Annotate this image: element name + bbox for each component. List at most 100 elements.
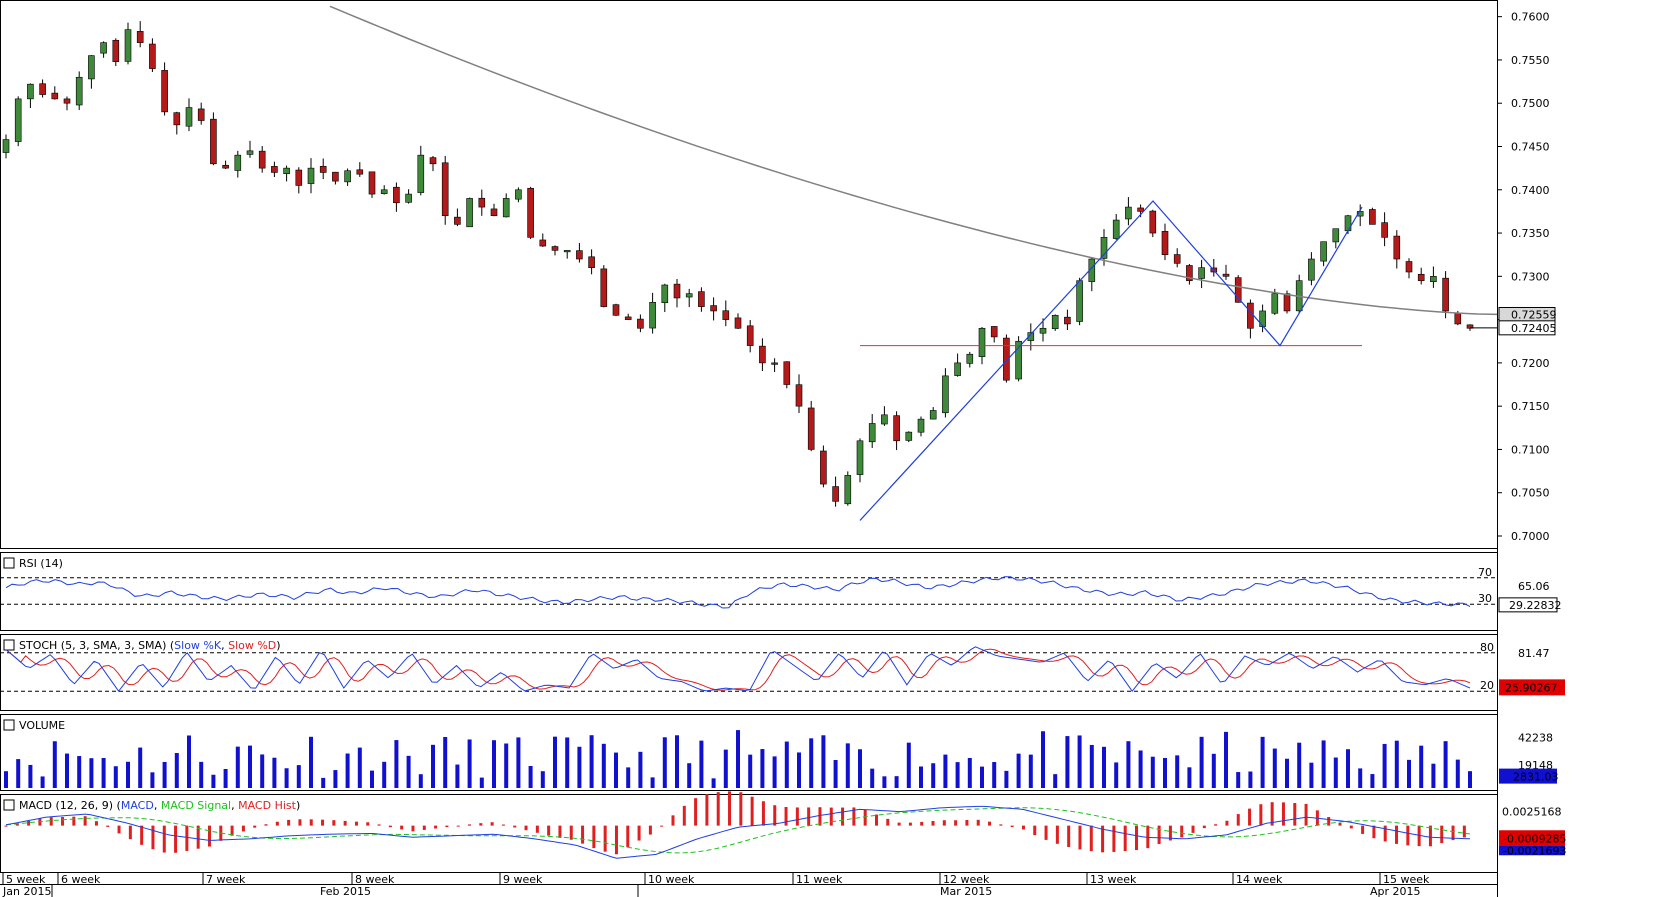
volume-bar [675, 735, 679, 788]
candles [2, 21, 1474, 507]
macd-hist-bar [1281, 802, 1285, 826]
volume-bar [4, 771, 8, 788]
volume-bar [1175, 755, 1180, 788]
macd-hist-bar [818, 807, 822, 826]
candle-body [1417, 273, 1425, 281]
candle-body [893, 415, 900, 442]
macd-hist-bar [626, 825, 630, 848]
volume-bar [980, 766, 984, 788]
macd-hist-bar [694, 798, 698, 826]
week-label: 14 week [1236, 873, 1283, 886]
macd-hist-bar [1349, 825, 1353, 829]
macd-line [5, 805, 1471, 859]
candle-body [490, 208, 498, 217]
volume-bar [431, 744, 435, 788]
macd-hist-bar [1112, 825, 1116, 852]
macd-hist-bar [253, 825, 257, 828]
candle-body [1039, 327, 1047, 334]
volume-bar [370, 770, 374, 788]
macd-hist-bar [773, 805, 777, 826]
volume-bar [187, 735, 191, 788]
week-label: 8 week [355, 873, 395, 886]
volume-bar [1358, 768, 1363, 788]
volume-bar [406, 755, 411, 788]
volume-bar [723, 749, 728, 788]
candle-body [441, 162, 449, 217]
macd-hist-bar [1304, 803, 1308, 826]
volume-bar [760, 749, 765, 788]
macd-hist-bar [196, 825, 200, 849]
macd-hist-bar [728, 791, 732, 826]
candle-body [344, 170, 351, 183]
candle-body [234, 154, 242, 171]
macd-hist-bar [1055, 825, 1059, 844]
week-label: 7 week [206, 873, 246, 886]
stoch-d-label: Slow %D [228, 639, 276, 652]
volume-bar [443, 736, 448, 788]
candle-body [429, 157, 437, 165]
candle-body [466, 198, 473, 228]
candle-body [1320, 241, 1327, 262]
volume-bar [1065, 736, 1070, 788]
volume-bar [223, 769, 228, 788]
macd-hist-bar [1451, 825, 1455, 841]
macd-hist-bar [1236, 814, 1240, 826]
candle-body [868, 423, 876, 443]
macd-hist-bar [1338, 822, 1342, 826]
volume-bar [638, 751, 643, 788]
candle-body [649, 301, 656, 329]
macd-toggle-box[interactable] [3, 799, 15, 811]
macd-hist-bar [603, 825, 607, 852]
macd-hist-bar [513, 825, 517, 828]
macd-hist-bar [671, 815, 675, 826]
candle-body [478, 197, 486, 208]
macd-hist-bar [1191, 825, 1195, 833]
volume-bar [1248, 771, 1253, 788]
macd-hist-bar [366, 822, 370, 826]
candle-body [161, 70, 168, 113]
candle-body [539, 239, 547, 247]
macd-hist-bar [434, 825, 438, 829]
macd-hist-bar [1428, 825, 1432, 847]
candle-body [356, 169, 364, 175]
candle-body [197, 108, 205, 121]
volume-bar [1321, 740, 1326, 788]
candle-body [295, 169, 303, 186]
rsi-toggle-box[interactable] [3, 557, 15, 569]
macd-hist-bar [343, 820, 347, 826]
volume-bar [394, 740, 399, 788]
candle-body [2, 139, 10, 153]
stoch-toggle-box[interactable] [3, 639, 15, 651]
macd-hist-bar [999, 824, 1003, 826]
volume-bar [52, 741, 57, 788]
month-label: Mar 2015 [940, 885, 992, 897]
volume-bar [382, 761, 387, 788]
macd-hist-bar [829, 807, 833, 826]
volume-bar [711, 778, 716, 788]
macd-hist-bar [1406, 825, 1410, 846]
volume-bar [1382, 743, 1387, 788]
macd-hist-bar [388, 825, 392, 828]
y-tick-label: 0.7350 [1511, 227, 1550, 240]
candle-body [332, 171, 339, 182]
macd-hist-bar [841, 807, 845, 826]
candle-body [368, 171, 376, 195]
candle-body [1442, 277, 1449, 312]
candle-body [588, 256, 595, 268]
macd-signal-label: MACD Signal [161, 799, 231, 812]
candle-body [112, 39, 120, 62]
volume-toggle-box[interactable] [3, 719, 15, 731]
candle-body [1430, 276, 1437, 283]
macd-title: MACD (12, 26, 9) (MACD, MACD Signal, MAC… [19, 799, 300, 812]
volume-title: VOLUME [19, 719, 65, 732]
volume-bar [784, 741, 789, 788]
candle-body [222, 164, 229, 169]
candle-body [14, 98, 22, 142]
candle-body [881, 414, 888, 425]
macd-hist-bar [1123, 825, 1127, 852]
volume-bar [199, 761, 204, 788]
y-tick-label: 0.7000 [1511, 530, 1550, 543]
candle-body [136, 31, 144, 43]
volume-bar [1126, 741, 1131, 788]
candle-body [246, 150, 254, 155]
